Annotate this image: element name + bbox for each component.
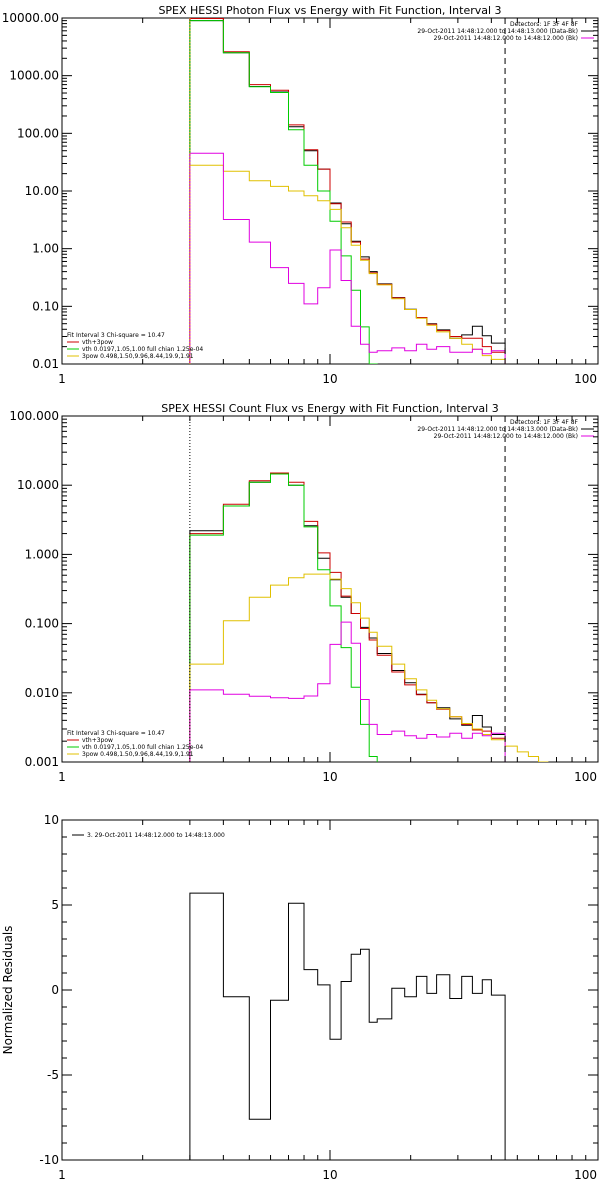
legend-entry: vth+3pow (82, 737, 113, 744)
legend-entry: 29-Oct-2011 14:48:12.000 to 14:48:13.000… (417, 28, 578, 35)
legend: 3. 29-Oct-2011 14:48:12.000 to 14:48:13.… (72, 832, 225, 839)
series-line (189, 472, 506, 762)
y-axis-label: Normalized Residuals (1, 926, 15, 1055)
series-line (189, 18, 506, 364)
y-tick-label: -5 (47, 1068, 59, 1082)
legend-entry: vth+3pow (82, 339, 113, 346)
legend-entry: vth 0.0197,1.05,1.00 full chian 1.25e-04 (82, 744, 203, 751)
y-tick-label: 1000.00 (9, 69, 59, 83)
tick-labels: 1 10 100 0.001 0.010 0.100 1.000 10.000 100.000 (9, 409, 597, 784)
series-line (189, 152, 506, 364)
legend-entry: 29-Oct-2011 14:48:12.000 to 14:48:12.000… (434, 433, 578, 440)
tick-labels: 1 10 100 -10 -5 0 5 10 (39, 813, 597, 1182)
series-line (189, 473, 378, 762)
y-tick-label: 10000.00 (2, 11, 59, 25)
y-tick-label: -10 (39, 1153, 59, 1167)
y-tick-label: 0.100 (25, 617, 59, 631)
count-flux-panel: SPEX HESSI Count Flux vs Energy with Fit… (9, 402, 599, 784)
legend-entry: vth 0.0197,1.05,1.00 full chian 1.25e-04 (82, 346, 203, 353)
x-tick-label: 1 (58, 770, 66, 784)
x-tick-label: 100 (574, 372, 597, 386)
legend-entry: 3pow 0.498,1.50,9.96,8.44,19.9,1.91 (82, 353, 194, 360)
y-tick-label: 100.000 (9, 409, 59, 423)
legend-entry: Fit Interval 3 Chi-square = 10.47 (67, 730, 165, 737)
x-tick-label: 100 (574, 1168, 597, 1182)
legend-entry: Detectors: 1F 3F 4F 8F (510, 21, 579, 28)
y-tick-label: 0 (51, 983, 59, 997)
legend-entry: 3pow 0.498,1.50,9.96,8.44,19.9,1.91 (82, 751, 194, 758)
legend-entry: 3. 29-Oct-2011 14:48:12.000 to 14:48:13.… (87, 832, 225, 839)
y-tick-label: 1.000 (25, 547, 59, 561)
y-tick-label: 10 (44, 813, 59, 827)
panel-title: SPEX HESSI Photon Flux vs Energy with Fi… (158, 4, 501, 17)
y-tick-label: 100.00 (17, 126, 59, 140)
photon-flux-panel: SPEX HESSI Photon Flux vs Energy with Fi… (2, 4, 599, 386)
tick-labels: 1 10 100 0.01 0.10 1.00 10.00 100.00 1000.00 1000… (2, 11, 597, 386)
y-tick-label: 0.01 (32, 357, 59, 371)
legend-entry: Detectors: 1F 3F 4F 8F (510, 419, 579, 426)
x-tick-label: 10 (322, 372, 337, 386)
series-line (189, 621, 506, 762)
y-tick-label: 5 (51, 898, 59, 912)
series-line (189, 20, 378, 364)
axis-ticks (61, 415, 599, 763)
x-tick-label: 1 (58, 372, 66, 386)
panel-title: SPEX HESSI Count Flux vs Energy with Fit… (161, 402, 498, 415)
y-tick-label: 0.010 (25, 686, 59, 700)
plot-area (61, 17, 599, 365)
legend-entry: 29-Oct-2011 14:48:12.000 to 14:48:13.000… (417, 426, 578, 433)
legend-entry: Fit Interval 3 Chi-square = 10.47 (67, 332, 165, 339)
series-line (189, 892, 506, 1160)
x-tick-label: 10 (322, 770, 337, 784)
series-line (189, 573, 549, 762)
legend-entry: 29-Oct-2011 14:48:12.000 to 14:48:12.000… (434, 35, 578, 42)
series-group (189, 472, 549, 762)
x-tick-label: 1 (58, 1168, 66, 1182)
series-group (189, 892, 506, 1160)
axis-ticks (61, 17, 599, 365)
y-tick-label: 10.00 (25, 184, 59, 198)
y-tick-label: 0.001 (25, 755, 59, 769)
series-group (189, 18, 506, 364)
x-tick-label: 100 (574, 770, 597, 784)
plot-area (61, 415, 599, 763)
y-tick-label: 0.10 (32, 299, 59, 313)
y-tick-label: 1.00 (32, 242, 59, 256)
plot-area (61, 819, 599, 1161)
y-tick-label: 10.000 (17, 478, 59, 492)
residuals-panel: Normalized Residuals 1 10 100 -10 -5 0 5 10 3. … (1, 813, 599, 1182)
x-tick-label: 10 (322, 1168, 337, 1182)
series-line (189, 20, 506, 364)
